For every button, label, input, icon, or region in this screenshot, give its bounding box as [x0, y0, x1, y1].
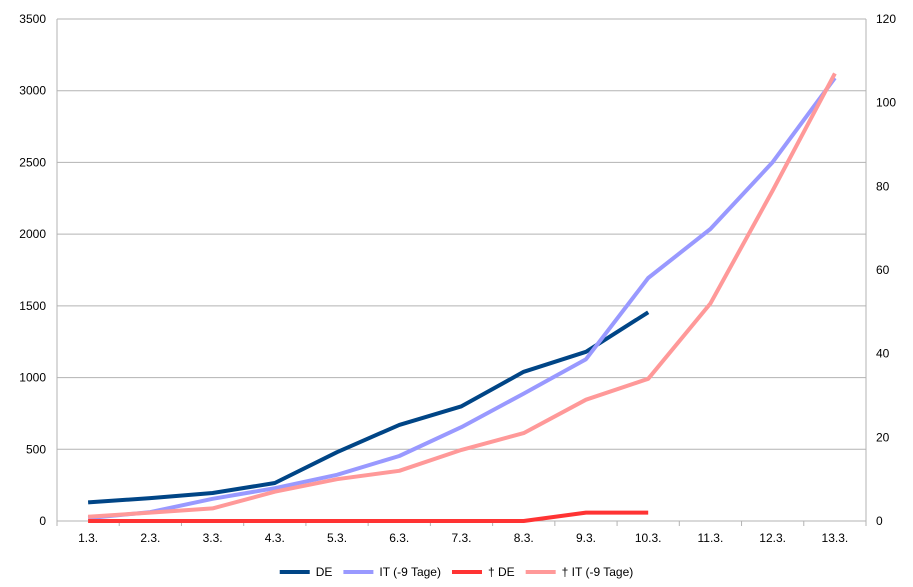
series-line-2: [88, 510, 649, 523]
series-line-3: [87, 72, 837, 519]
series-line-0: [87, 310, 650, 505]
y-right-tick-label: 80: [876, 179, 890, 193]
y-right-tick-label: 60: [876, 263, 890, 277]
legend: DE IT (-9 Tage) † DE † IT (-9 Tage): [279, 565, 634, 579]
x-tick-label: 3.3.: [203, 531, 223, 545]
y-right-tick-label: 20: [876, 430, 890, 444]
y-left-tick-label: 500: [26, 442, 46, 456]
series-line-1: [87, 76, 837, 521]
y-right-tick-label: 120: [876, 12, 896, 26]
legend-label: † IT (-9 Tage): [562, 565, 634, 579]
y-left-tick-label: 1000: [19, 371, 46, 385]
legend-label: IT (-9 Tage): [379, 565, 441, 579]
x-tick-label: 9.3.: [576, 531, 596, 545]
series-lines: [87, 72, 837, 523]
x-tick-label: 7.3.: [451, 531, 471, 545]
x-tick-label: 6.3.: [389, 531, 409, 545]
x-tick-label: 1.3.: [78, 531, 98, 545]
x-tick-label: 12.3.: [759, 531, 786, 545]
x-tick-label: 8.3.: [514, 531, 534, 545]
x-tick-label: 13.3.: [822, 531, 849, 545]
y-left-tick-label: 2500: [19, 155, 46, 169]
x-tick-label: 10.3.: [635, 531, 662, 545]
y-left-tick-label: 3000: [19, 84, 46, 98]
y-left-tick-label: 1500: [19, 299, 46, 313]
y-right-tick-label: 40: [876, 347, 890, 361]
legend-label: DE: [316, 565, 333, 579]
y-left-tick-label: 3500: [19, 12, 46, 26]
y-left-tick-label: 2000: [19, 227, 46, 241]
y-right-tick-label: 100: [876, 96, 896, 110]
x-tick-label: 5.3.: [327, 531, 347, 545]
x-tick-label: 11.3.: [698, 531, 724, 545]
y-left-tick-label: 0: [39, 514, 46, 528]
legend-label: † DE: [488, 565, 515, 579]
grid: [57, 18, 866, 522]
y-right-tick-label: 0: [876, 514, 883, 528]
axes: 0 500 1000 1500 2000 2500 3000 3500 0 20 40 60 80 100…: [19, 12, 896, 545]
x-tick-label: 4.3.: [265, 531, 285, 545]
x-tick-label: 2.3.: [140, 531, 160, 545]
